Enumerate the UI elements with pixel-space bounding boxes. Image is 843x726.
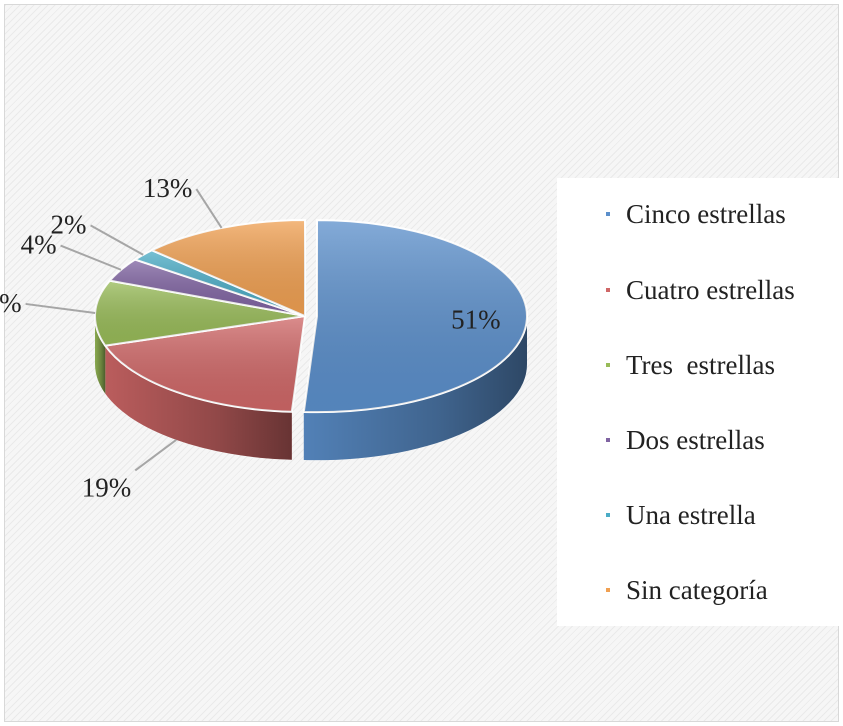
legend-label: Cuatro estrellas bbox=[626, 274, 795, 305]
leader-lines bbox=[25, 188, 223, 472]
leader-line bbox=[60, 244, 122, 271]
data-label: 2% bbox=[51, 209, 87, 239]
leader-line bbox=[90, 224, 144, 256]
legend-item-tres: Tres estrellas bbox=[557, 345, 839, 385]
pie-slice-highlight bbox=[109, 259, 305, 316]
legend-label: Tres estrellas bbox=[626, 349, 775, 380]
legend-item-sin: Sin categoría bbox=[557, 570, 839, 610]
legend-swatch bbox=[606, 588, 610, 592]
pie-slice-highlight bbox=[94, 280, 305, 346]
pie-slice-side-shade bbox=[303, 316, 527, 461]
data-label: 19% bbox=[82, 472, 132, 502]
data-label: 4% bbox=[21, 230, 57, 260]
leader-line bbox=[134, 439, 177, 472]
leader-line bbox=[25, 302, 96, 314]
pie-slice-side-shade bbox=[95, 316, 106, 394]
pie-slice-highlight bbox=[303, 220, 527, 413]
legend-item-una: Una estrella bbox=[557, 495, 839, 535]
pie-slice-highlight bbox=[151, 220, 305, 316]
data-label: 51% bbox=[451, 304, 501, 334]
legend-item-dos: Dos estrellas bbox=[557, 420, 839, 460]
legend-swatch bbox=[606, 288, 610, 292]
legend-label: Dos estrellas bbox=[626, 424, 765, 455]
data-label: 13% bbox=[143, 173, 193, 203]
pie-slice-side-shade bbox=[105, 345, 292, 460]
legend-label: Sin categoría bbox=[626, 574, 768, 605]
pie-slice-highlight bbox=[105, 316, 305, 412]
legend-label: Una estrella bbox=[626, 499, 756, 530]
legend-swatch bbox=[606, 212, 610, 216]
legend-label: Cinco estrellas bbox=[626, 198, 786, 229]
legend-item-cinco: Cinco estrellas bbox=[557, 194, 839, 234]
legend-item-cuatro: Cuatro estrellas bbox=[557, 270, 839, 310]
data-label: 11% bbox=[0, 288, 22, 318]
legend-swatch bbox=[606, 513, 610, 517]
legend-swatch bbox=[606, 363, 610, 367]
pie-slice-highlight bbox=[135, 250, 305, 316]
leader-line bbox=[195, 188, 223, 229]
legend-swatch bbox=[606, 438, 610, 442]
legend: Cinco estrellas Cuatro estrellas Tres es… bbox=[557, 178, 839, 626]
